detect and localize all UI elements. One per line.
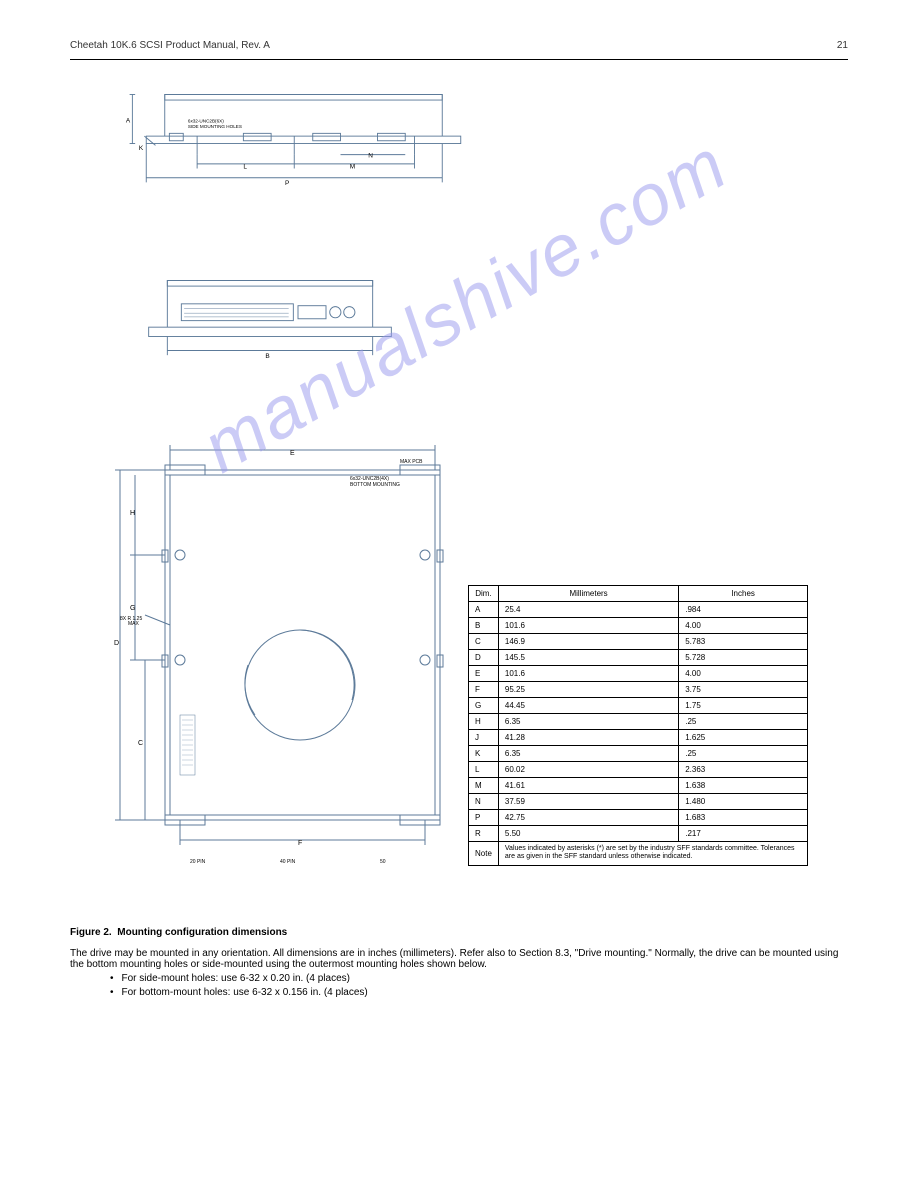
mounting-list: For side-mount holes: use 6-32 x 0.20 in… [70,972,848,1000]
svg-text:SIDE MOUNTING HOLES: SIDE MOUNTING HOLES [188,124,242,129]
svg-text:N: N [368,152,373,159]
svg-text:MAX PCB: MAX PCB [400,459,423,465]
table-body: A25.4.984 B101.64.00 C146.95.783 D145.55… [469,602,808,866]
svg-text:H: H [130,510,135,517]
table-row: N37.591.480 [469,794,808,810]
technical-drawings: manualshive.com [70,85,848,915]
table-row: G44.451.75 [469,698,808,714]
dimension-table: Dim. Millimeters Inches A25.4.984 B101.6… [468,585,808,866]
table-header-row: Dim. Millimeters Inches [469,586,808,602]
table-row: B101.64.00 [469,618,808,634]
svg-text:40 PIN: 40 PIN [280,859,296,865]
svg-text:MAX: MAX [128,621,140,627]
header-page: 21 [837,40,848,51]
table-row: D145.55.728 [469,650,808,666]
svg-text:20 PIN: 20 PIN [190,859,206,865]
note-label: Note [469,842,499,866]
svg-text:A: A [126,117,131,124]
svg-text:6x32-UNC2B(6X): 6x32-UNC2B(6X) [188,118,224,123]
side-view-diagram: A L M N P K 6x32-UNC2B(6X) SIDE MOUNTING… [100,85,470,215]
svg-text:P: P [285,180,289,187]
table-row: L60.022.363 [469,762,808,778]
table-row: M41.611.638 [469,778,808,794]
page-header: Cheetah 10K.6 SCSI Product Manual, Rev. … [70,40,848,60]
svg-text:F: F [298,840,302,847]
bottom-view-diagram: E D G C H F 6x32-UNC2B(4X) BOTTOM MOUNTI… [90,425,470,875]
figure-caption: Figure 2. Mounting configuration dimensi… [70,927,848,938]
svg-text:K: K [139,145,144,152]
mounting-intro: The drive may be mounted in any orientat… [70,948,848,970]
svg-text:M: M [350,164,355,171]
svg-text:C: C [138,740,143,747]
svg-text:50: 50 [380,859,386,865]
dimension-table-container: Dim. Millimeters Inches A25.4.984 B101.6… [468,585,808,866]
svg-text:B: B [265,353,269,360]
note-text: Values indicated by asterisks (*) are se… [498,842,807,866]
svg-text:G: G [130,605,135,612]
table-row: F95.253.75 [469,682,808,698]
table-row: E101.64.00 [469,666,808,682]
table-row: H6.35.25 [469,714,808,730]
svg-text:E: E [290,450,295,457]
table-row: J41.281.625 [469,730,808,746]
rear-view-diagram: B [130,275,410,370]
mounting-item: For side-mount holes: use 6-32 x 0.20 in… [110,972,848,986]
svg-text:L: L [243,164,247,171]
header-mm: Millimeters [498,586,678,602]
header-in: Inches [679,586,808,602]
svg-text:BOTTOM MOUNTING: BOTTOM MOUNTING [350,482,400,488]
header-title: Cheetah 10K.6 SCSI Product Manual, Rev. … [70,40,270,51]
mounting-item: For bottom-mount holes: use 6-32 x 0.156… [110,986,848,1000]
table-row: R5.50.217 [469,826,808,842]
table-row-note: Note Values indicated by asterisks (*) a… [469,842,808,866]
table-row: P42.751.683 [469,810,808,826]
table-row: A25.4.984 [469,602,808,618]
svg-text:D: D [114,640,119,647]
header-dim: Dim. [469,586,499,602]
table-row: K6.35.25 [469,746,808,762]
table-row: C146.95.783 [469,634,808,650]
